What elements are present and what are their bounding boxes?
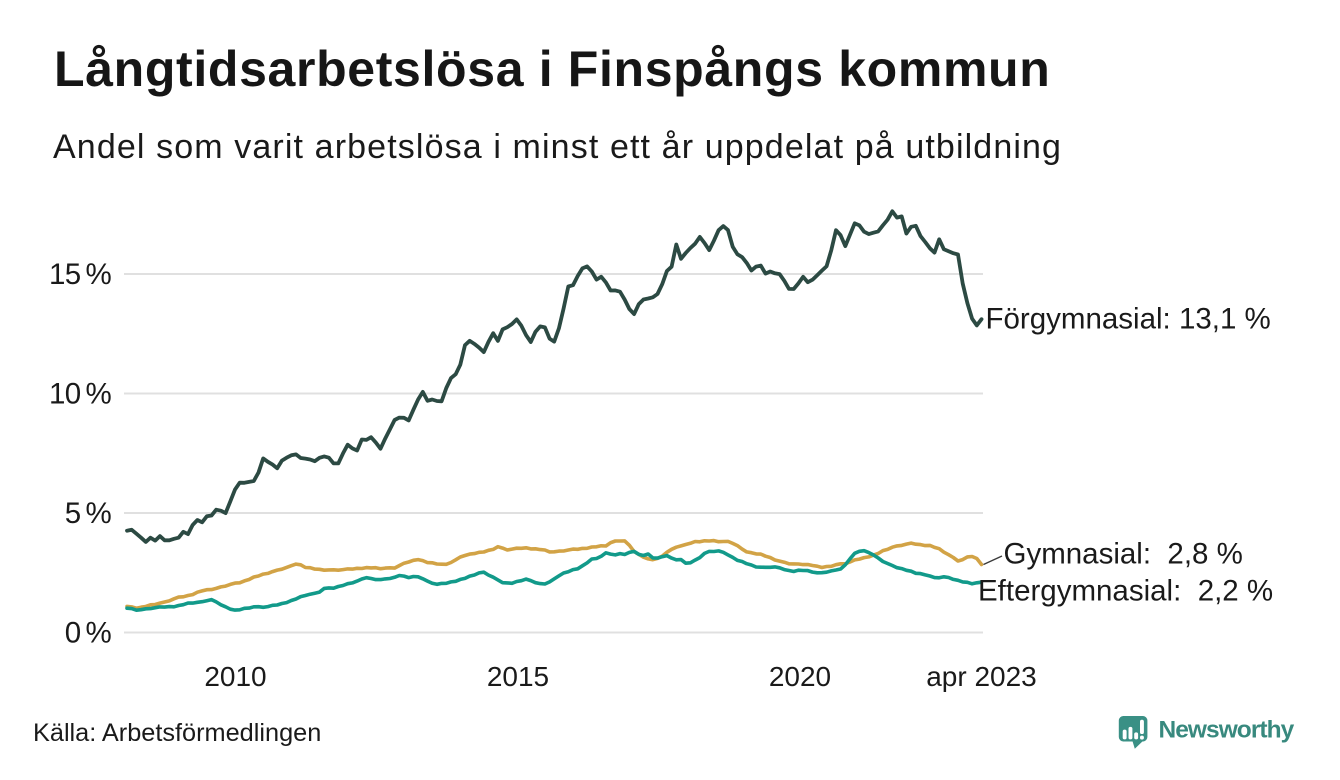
svg-text:15 %: 15 %: [49, 258, 111, 291]
svg-text:Newsworthy: Newsworthy: [1159, 717, 1295, 744]
svg-text:2015: 2015: [487, 661, 549, 692]
svg-text:Andel som varit arbetslösa i m: Andel som varit arbetslösa i minst ett å…: [53, 128, 1062, 166]
svg-text:Förgymnasial: 13,1 %: Förgymnasial: 13,1 %: [986, 303, 1271, 336]
svg-text:apr 2023: apr 2023: [926, 661, 1037, 692]
svg-text:5 %: 5 %: [65, 497, 112, 530]
svg-text:2020: 2020: [769, 661, 831, 692]
svg-text:Eftergymnasial: 2,2 %: Eftergymnasial: 2,2 %: [978, 575, 1273, 608]
svg-text:0 %: 0 %: [65, 617, 112, 650]
svg-text:Långtidsarbetslösa i Finspångs: Långtidsarbetslösa i Finspångs kommun: [54, 41, 1050, 97]
svg-text:2010: 2010: [204, 661, 266, 692]
svg-text:Gymnasial: 2,8 %: Gymnasial: 2,8 %: [1004, 538, 1243, 571]
svg-text:Källa: Arbetsförmedlingen: Källa: Arbetsförmedlingen: [33, 719, 321, 747]
svg-text:10 %: 10 %: [49, 378, 111, 411]
